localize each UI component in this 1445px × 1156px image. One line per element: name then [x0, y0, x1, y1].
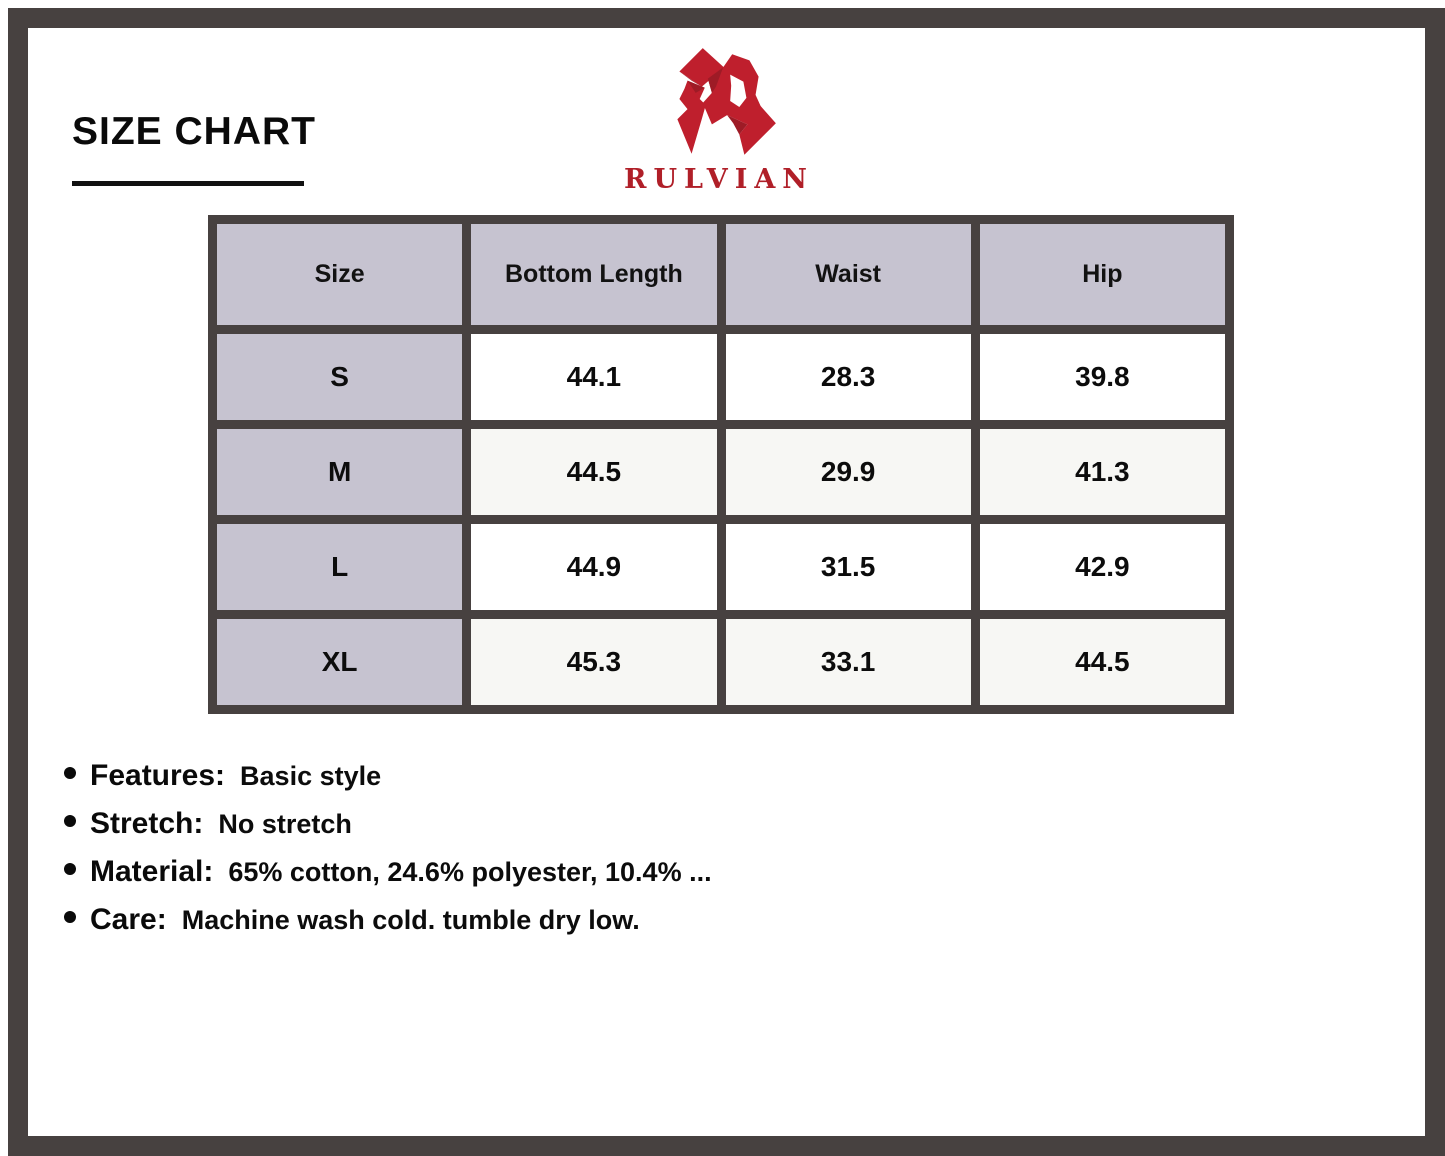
detail-label: Stretch:	[90, 807, 204, 840]
table-row-m: M 44.5 29.9 41.3	[217, 429, 1225, 515]
size-cell: L	[217, 524, 463, 610]
page-frame: SIZE CHART RULVIAN Size Bottom L	[8, 8, 1445, 1156]
size-cell: XL	[217, 619, 463, 705]
measurement-cell: 45.3	[471, 619, 717, 705]
column-header-size: Size	[217, 224, 463, 325]
detail-label: Features:	[90, 759, 226, 792]
detail-label: Material:	[90, 855, 214, 888]
column-header-bottom-length: Bottom Length	[471, 224, 717, 325]
bullet-icon	[64, 815, 76, 827]
detail-value: Machine wash cold. tumble dry low.	[181, 904, 640, 935]
brand-name: RULVIAN	[624, 164, 814, 195]
column-header-hip: Hip	[979, 224, 1225, 325]
measurement-cell: 44.5	[471, 429, 717, 515]
measurement-cell: 41.3	[979, 429, 1225, 515]
table-row-s: S 44.1 28.3 39.8	[217, 334, 1225, 420]
detail-features: Features: Basic style	[64, 752, 712, 800]
measurement-cell: 42.9	[979, 524, 1225, 610]
measurement-cell: 44.9	[471, 524, 717, 610]
measurement-cell: 31.5	[725, 524, 971, 610]
column-header-waist: Waist	[725, 224, 971, 325]
detail-value: 65% cotton, 24.6% polyester, 10.4% ...	[228, 856, 712, 887]
size-chart-table: Size Bottom Length Waist Hip S 44.1 28.3…	[208, 215, 1234, 714]
product-details-list: Features: Basic style Stretch: No stretc…	[64, 752, 712, 944]
bullet-icon	[64, 767, 76, 779]
size-cell: M	[217, 429, 463, 515]
measurement-cell: 44.5	[979, 619, 1225, 705]
size-cell: S	[217, 334, 463, 420]
bullet-icon	[64, 863, 76, 875]
page-content: SIZE CHART RULVIAN Size Bottom L	[28, 28, 1425, 1136]
table-header-row: Size Bottom Length Waist Hip	[217, 224, 1225, 325]
measurement-cell: 28.3	[725, 334, 971, 420]
measurement-cell: 33.1	[725, 619, 971, 705]
detail-value: Basic style	[240, 760, 382, 791]
measurement-cell: 29.9	[725, 429, 971, 515]
bullet-icon	[64, 911, 76, 923]
detail-care: Care: Machine wash cold. tumble dry low.	[64, 896, 712, 944]
table-row-xl: XL 45.3 33.1 44.5	[217, 619, 1225, 705]
page-title: SIZE CHART	[72, 110, 316, 153]
detail-value: No stretch	[218, 808, 352, 839]
title-underline	[72, 181, 304, 186]
detail-stretch: Stretch: No stretch	[64, 800, 712, 848]
detail-material: Material: 65% cotton, 24.6% polyester, 1…	[64, 848, 712, 896]
measurement-cell: 39.8	[979, 334, 1225, 420]
brand-logo: RULVIAN	[614, 42, 824, 195]
brand-r-monogram-icon	[677, 48, 776, 155]
detail-label: Care:	[90, 903, 167, 936]
table-row-l: L 44.9 31.5 42.9	[217, 524, 1225, 610]
measurement-cell: 44.1	[471, 334, 717, 420]
